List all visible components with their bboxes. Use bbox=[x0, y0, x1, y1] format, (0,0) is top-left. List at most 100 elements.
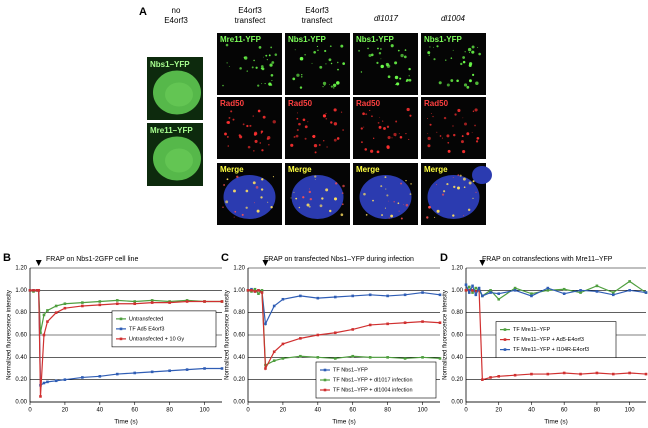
foci bbox=[462, 177, 466, 181]
foci bbox=[290, 197, 292, 199]
foci bbox=[312, 134, 316, 138]
x-axis-label: Time (s) bbox=[332, 419, 356, 426]
foci bbox=[265, 54, 268, 57]
x-tick-label: 0 bbox=[464, 408, 468, 414]
data-point bbox=[63, 378, 67, 381]
foci bbox=[232, 118, 235, 121]
foci bbox=[321, 197, 324, 200]
x-tick-label: 20 bbox=[495, 408, 502, 414]
foci bbox=[299, 86, 303, 89]
data-point bbox=[471, 291, 474, 294]
x-tick-label: 80 bbox=[384, 408, 391, 414]
foci bbox=[452, 49, 454, 51]
data-point bbox=[403, 293, 407, 297]
foci bbox=[385, 62, 390, 67]
foci bbox=[404, 49, 407, 51]
foci bbox=[367, 47, 369, 50]
data-point bbox=[530, 294, 533, 298]
foci bbox=[474, 108, 478, 112]
legend-label: Untransfected + 10 Gy bbox=[129, 336, 184, 342]
foci bbox=[396, 82, 400, 86]
foci bbox=[300, 76, 303, 78]
foci bbox=[257, 84, 260, 87]
foci bbox=[342, 62, 346, 65]
foci bbox=[386, 145, 390, 149]
foci bbox=[361, 141, 363, 144]
data-point bbox=[168, 369, 171, 373]
foci bbox=[261, 149, 264, 152]
foci bbox=[397, 49, 400, 52]
foci bbox=[427, 144, 431, 148]
data-point bbox=[595, 371, 599, 375]
foci bbox=[341, 203, 344, 206]
data-point bbox=[368, 323, 372, 327]
y-tick-label: 0.80 bbox=[451, 310, 463, 316]
foci bbox=[464, 51, 466, 53]
micrograph bbox=[285, 33, 350, 95]
data-point bbox=[489, 291, 492, 294]
foci bbox=[363, 126, 365, 128]
data-point bbox=[438, 357, 442, 360]
foci bbox=[456, 79, 459, 83]
data-point bbox=[546, 372, 550, 376]
data-point bbox=[474, 290, 478, 293]
foci bbox=[435, 184, 438, 186]
foci bbox=[394, 61, 398, 65]
foci bbox=[459, 174, 462, 177]
foci bbox=[395, 120, 398, 123]
foci bbox=[293, 191, 295, 193]
foci bbox=[260, 130, 264, 133]
legend-marker bbox=[119, 317, 123, 321]
foci bbox=[383, 127, 386, 130]
data-point bbox=[98, 303, 102, 307]
foci bbox=[399, 135, 403, 139]
foci bbox=[337, 61, 339, 64]
foci bbox=[228, 66, 230, 67]
image-label: Merge bbox=[356, 165, 380, 174]
foci bbox=[384, 176, 387, 179]
data-point bbox=[562, 287, 566, 291]
data-point bbox=[421, 291, 424, 294]
foci bbox=[369, 109, 371, 112]
data-point bbox=[513, 286, 517, 290]
foci bbox=[254, 202, 256, 204]
foci bbox=[468, 64, 472, 68]
foci bbox=[395, 83, 397, 86]
series-line bbox=[247, 288, 441, 326]
foci bbox=[405, 179, 407, 182]
data-point bbox=[351, 294, 355, 298]
foci bbox=[239, 67, 242, 70]
data-point bbox=[281, 297, 285, 301]
bleach-arrow bbox=[262, 260, 269, 266]
foci bbox=[336, 137, 340, 140]
foci bbox=[299, 56, 304, 61]
data-point bbox=[530, 372, 533, 376]
foci bbox=[371, 53, 374, 57]
foci bbox=[453, 185, 456, 189]
foci bbox=[443, 116, 447, 120]
data-point bbox=[477, 289, 481, 292]
column-header: E4orf3 bbox=[164, 16, 188, 25]
foci bbox=[223, 184, 225, 186]
foci bbox=[304, 125, 308, 129]
foci bbox=[398, 133, 400, 135]
foci bbox=[262, 115, 266, 119]
data-point bbox=[253, 290, 257, 293]
foci bbox=[370, 149, 374, 153]
y-tick-label: 1.20 bbox=[233, 266, 245, 272]
foci bbox=[463, 122, 468, 126]
foci bbox=[447, 141, 450, 144]
data-point bbox=[257, 292, 260, 295]
foci bbox=[462, 60, 466, 64]
foci bbox=[323, 140, 325, 142]
chart-title: FRAP on transfected Nbs1–YFP during infe… bbox=[264, 256, 414, 263]
foci bbox=[307, 121, 309, 123]
data-point bbox=[46, 309, 49, 312]
foci bbox=[249, 124, 252, 127]
data-point bbox=[98, 375, 102, 378]
data-point bbox=[333, 331, 337, 335]
nucleus-shade bbox=[165, 148, 193, 173]
y-axis-label: Normalized fluorescence intensity bbox=[7, 290, 13, 380]
data-point bbox=[471, 289, 474, 292]
